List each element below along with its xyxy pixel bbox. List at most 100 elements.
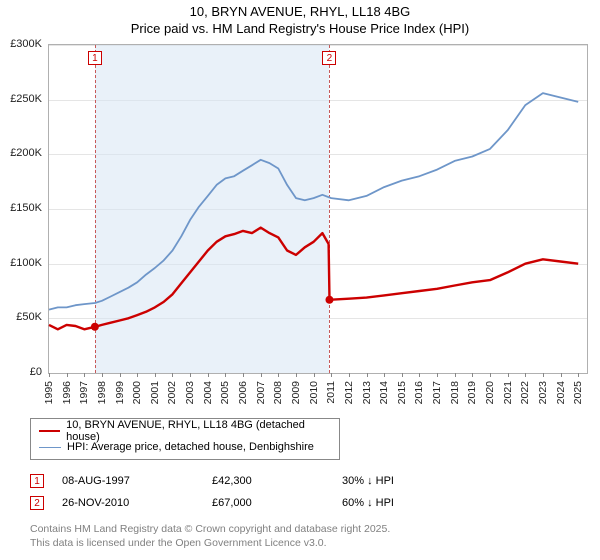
x-tick-label: 2005 <box>219 381 231 404</box>
annotation-row-2: 2 26-NOV-2010 £67,000 60% ↓ HPI <box>30 492 586 514</box>
x-tick <box>208 373 209 377</box>
x-tick-label: 2009 <box>290 381 302 404</box>
x-tick <box>402 373 403 377</box>
x-tick-label: 2022 <box>519 381 531 404</box>
annotation-table: 1 08-AUG-1997 £42,300 30% ↓ HPI 2 26-NOV… <box>30 470 586 514</box>
x-tick-label: 2015 <box>396 381 408 404</box>
legend-row-hpi: HPI: Average price, detached house, Denb… <box>39 439 331 455</box>
x-tick <box>102 373 103 377</box>
x-tick <box>525 373 526 377</box>
x-tick <box>296 373 297 377</box>
x-tick <box>49 373 50 377</box>
y-tick-label: £150K <box>0 202 42 214</box>
legend-box: 10, BRYN AVENUE, RHYL, LL18 4BG (detache… <box>30 418 340 460</box>
x-tick-label: 2014 <box>378 381 390 404</box>
x-tick <box>314 373 315 377</box>
y-tick-label: £200K <box>0 147 42 159</box>
y-tick-label: £100K <box>0 257 42 269</box>
x-tick-label: 2010 <box>308 381 320 404</box>
y-tick-label: £300K <box>0 38 42 50</box>
x-tick <box>172 373 173 377</box>
x-tick <box>120 373 121 377</box>
x-tick-label: 2008 <box>272 381 284 404</box>
annotation-pct-1: 30% ↓ HPI <box>342 475 482 487</box>
title-subtitle: Price paid vs. HM Land Registry's House … <box>0 21 600 36</box>
title-block: 10, BRYN AVENUE, RHYL, LL18 4BG Price pa… <box>0 0 600 36</box>
x-tick-label: 1999 <box>114 381 126 404</box>
x-tick-label: 2023 <box>537 381 549 404</box>
x-tick <box>508 373 509 377</box>
annotation-price-1: £42,300 <box>212 475 342 487</box>
x-tick <box>367 373 368 377</box>
x-tick-label: 2002 <box>166 381 178 404</box>
legend-label-price-paid: 10, BRYN AVENUE, RHYL, LL18 4BG (detache… <box>66 419 331 443</box>
x-tick-label: 1996 <box>61 381 73 404</box>
x-tick <box>137 373 138 377</box>
annotation-pct-2: 60% ↓ HPI <box>342 497 482 509</box>
x-tick <box>472 373 473 377</box>
legend-label-hpi: HPI: Average price, detached house, Denb… <box>67 441 314 453</box>
footer-line-1: Contains HM Land Registry data © Crown c… <box>30 522 586 536</box>
legend-row-price-paid: 10, BRYN AVENUE, RHYL, LL18 4BG (detache… <box>39 423 331 439</box>
x-tick <box>225 373 226 377</box>
y-tick-label: £250K <box>0 93 42 105</box>
x-tick <box>331 373 332 377</box>
y-tick-label: £50K <box>0 311 42 323</box>
x-tick-label: 2003 <box>184 381 196 404</box>
footer: Contains HM Land Registry data © Crown c… <box>30 522 586 550</box>
x-tick-label: 2018 <box>449 381 461 404</box>
x-tick <box>349 373 350 377</box>
x-tick <box>437 373 438 377</box>
annotation-num-1: 1 <box>30 474 44 488</box>
x-tick <box>243 373 244 377</box>
annotation-marker-2: 2 <box>322 51 336 65</box>
plot-area: 1995199619971998199920002001200220032004… <box>48 44 588 374</box>
x-tick-label: 2006 <box>237 381 249 404</box>
annotation-row-1: 1 08-AUG-1997 £42,300 30% ↓ HPI <box>30 470 586 492</box>
x-tick <box>455 373 456 377</box>
x-tick-label: 2019 <box>466 381 478 404</box>
x-tick <box>67 373 68 377</box>
x-tick <box>155 373 156 377</box>
y-tick-label: £0 <box>0 366 42 378</box>
x-tick <box>384 373 385 377</box>
annotation-marker-1: 1 <box>88 51 102 65</box>
x-tick-label: 2017 <box>431 381 443 404</box>
chart-zone: £0£50K£100K£150K£200K£250K£300K 19951996… <box>48 44 588 374</box>
x-tick-label: 2001 <box>149 381 161 404</box>
x-tick-label: 2024 <box>555 381 567 404</box>
title-address: 10, BRYN AVENUE, RHYL, LL18 4BG <box>0 4 600 19</box>
x-tick <box>190 373 191 377</box>
annotation-date-1: 08-AUG-1997 <box>62 475 212 487</box>
below-chart: 10, BRYN AVENUE, RHYL, LL18 4BG (detache… <box>30 418 586 550</box>
x-tick <box>261 373 262 377</box>
annotation-num-2: 2 <box>30 496 44 510</box>
x-tick-label: 2025 <box>572 381 584 404</box>
x-tick <box>419 373 420 377</box>
x-tick <box>543 373 544 377</box>
x-tick-label: 2020 <box>484 381 496 404</box>
x-tick-label: 2013 <box>361 381 373 404</box>
x-tick-label: 2012 <box>343 381 355 404</box>
footer-line-2: This data is licensed under the Open Gov… <box>30 536 586 550</box>
x-tick-label: 2000 <box>131 381 143 404</box>
x-tick-label: 1998 <box>96 381 108 404</box>
x-tick <box>578 373 579 377</box>
chart-svg <box>49 45 587 373</box>
sale-marker <box>325 296 333 304</box>
x-tick-label: 2011 <box>325 381 337 404</box>
sale-marker <box>91 323 99 331</box>
x-tick <box>490 373 491 377</box>
x-tick-label: 2007 <box>255 381 267 404</box>
series-price_paid <box>49 228 578 330</box>
annotation-price-2: £67,000 <box>212 497 342 509</box>
annotation-date-2: 26-NOV-2010 <box>62 497 212 509</box>
x-tick <box>278 373 279 377</box>
legend-swatch-blue <box>39 447 61 448</box>
page-root: 10, BRYN AVENUE, RHYL, LL18 4BG Price pa… <box>0 0 600 560</box>
x-tick-label: 2016 <box>413 381 425 404</box>
x-tick <box>84 373 85 377</box>
x-tick <box>561 373 562 377</box>
x-tick-label: 2021 <box>502 381 514 404</box>
x-tick-label: 1997 <box>78 381 90 404</box>
